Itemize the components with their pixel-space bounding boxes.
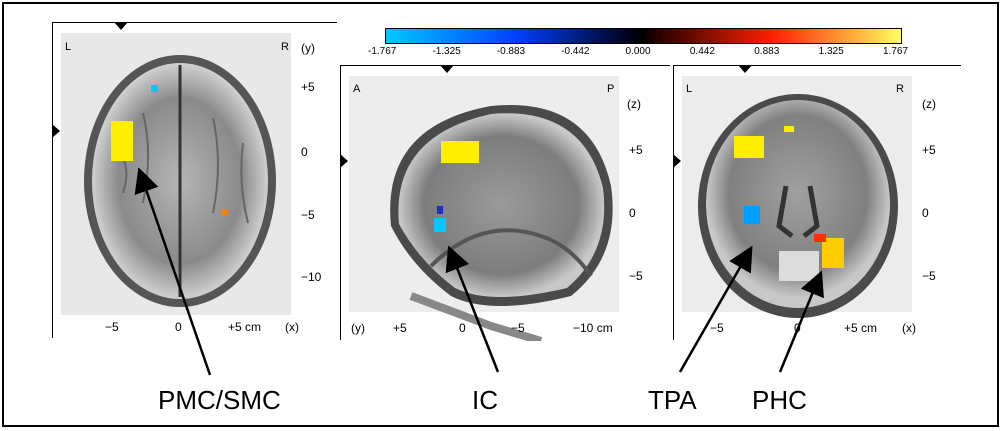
coronal-right-tick-0: +5 [922,143,936,157]
coronal-corner-right: R [896,83,904,95]
colorbar-tick-label: 0.883 [754,46,780,57]
axial-right-tick-2: −5 [301,208,315,222]
label-phc: PHC [752,385,807,415]
colorbar-tick-label: -1.767 [368,46,397,57]
colorbar-tick-label: 0.000 [625,46,651,57]
axial-corner-right: R [281,41,289,53]
coronal-bottom-tick-1: 0 [794,321,801,335]
sagittal-corner-left: A [353,83,361,95]
axial-side-axis: (y) [301,41,315,55]
label-tpa: TPA [648,385,697,415]
axial-right-tick-1: 0 [301,145,308,159]
coronal-view-panel: L R (z) +5 0 −5 −5 0 +5 cm (x) [673,65,962,341]
sagittal-right-tick-2: −5 [629,269,643,283]
axial-corner-left: L [65,41,71,53]
activation-pmc-smc [111,121,133,161]
coronal-bottom-tick-0: −5 [710,321,724,335]
activation-ic [434,218,446,232]
colorbar-tick-label: 1.325 [818,46,844,57]
colorbar-tick-label: 0.442 [689,46,715,57]
coronal-bottom-axis: (x) [902,321,916,335]
coronal-side-axis: (z) [922,97,936,111]
sagittal-right-tick-0: +5 [629,143,643,157]
coronal-right-tick-2: −5 [922,269,936,283]
coronal-corner-left: L [686,83,692,95]
label-pmc-smc: PMC/SMC [158,385,281,415]
axial-bottom-tick-0: −5 [105,320,119,334]
axial-bottom-tick-1: 0 [175,320,182,334]
sagittal-bottom-tick-2: −5 [511,321,525,335]
label-ic: IC [472,385,498,415]
colorbar-tick-label: -0.442 [561,46,590,57]
sagittal-view-panel: A P (z) +5 0 −5 (y) +5 0 −5 −10 cm [340,65,671,341]
sagittal-side-axis: (z) [627,97,641,111]
sagittal-bottom-tick-0: +5 [393,321,407,335]
colorbar-tick-label: -1.325 [432,46,461,57]
activation-blue-axial [151,85,158,92]
colorbar-tick-label: -0.883 [496,46,526,57]
coronal-right-tick-1: 0 [922,206,929,220]
axial-right-tick-3: −10 [301,270,322,284]
activation-phc [822,238,844,268]
axial-bottom-tick-2: +5 cm [228,320,261,334]
sagittal-bottom-tick-3: −10 cm [573,321,613,335]
coronal-view-canvas: L R (z) +5 0 −5 −5 0 +5 cm (x) [674,66,962,341]
axial-view-panel: L R (y) +5 0 −5 −10 −5 0 +5 cm (x) [52,22,338,339]
axial-view-canvas: L R (y) +5 0 −5 −10 −5 0 +5 cm (x) [53,23,338,339]
colorbar [385,28,902,44]
activation-tpa [744,206,760,224]
activation-sagittal-yellow [441,141,479,163]
sagittal-view-canvas: A P (z) +5 0 −5 (y) +5 0 −5 −10 cm [341,66,671,341]
axial-bottom-axis: (x) [285,320,299,334]
colorbar-tick-label: 1.767 [883,46,909,57]
sagittal-bottom-axis: (y) [351,321,365,335]
sagittal-corner-right: P [607,83,614,95]
sagittal-right-tick-1: 0 [629,206,636,220]
coronal-bottom-tick-2: +5 cm [844,321,877,335]
activation-coronal-yellow [734,136,764,158]
sagittal-bottom-tick-1: 0 [459,321,466,335]
axial-right-tick-0: +5 [301,80,315,94]
